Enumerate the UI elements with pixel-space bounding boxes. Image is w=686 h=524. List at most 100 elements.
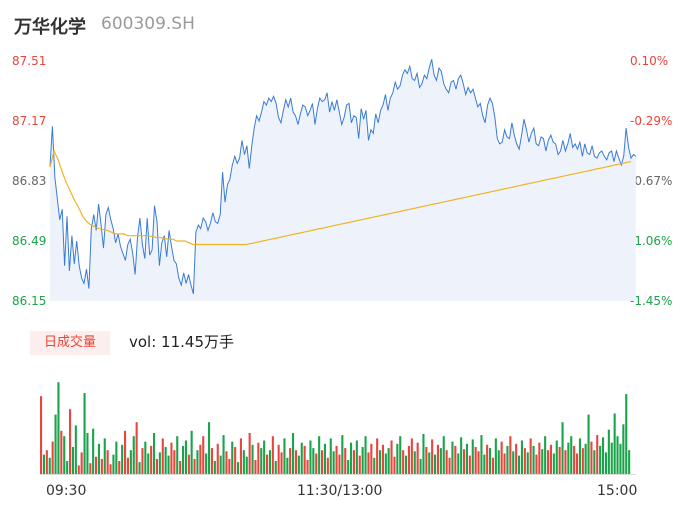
volume-bar bbox=[460, 437, 463, 474]
volume-bar bbox=[558, 447, 561, 474]
volume-bar bbox=[77, 465, 80, 474]
volume-bar bbox=[445, 450, 448, 474]
volume-bar bbox=[396, 443, 399, 474]
stock-code: 600309.SH bbox=[101, 14, 195, 34]
volume-bar bbox=[465, 443, 468, 474]
volume-bar bbox=[564, 450, 567, 474]
volume-bar bbox=[184, 440, 187, 474]
volume-bar bbox=[471, 439, 474, 474]
volume-bar bbox=[297, 455, 300, 474]
volume-bar bbox=[541, 449, 544, 474]
volume-bar bbox=[129, 450, 132, 474]
volume-bar bbox=[132, 436, 135, 474]
volume-bar bbox=[361, 447, 364, 474]
volume-bar bbox=[425, 447, 428, 474]
volume-bar bbox=[587, 414, 590, 474]
volume-bar bbox=[263, 440, 266, 474]
volume-bar bbox=[97, 443, 100, 474]
volume-bar bbox=[436, 444, 439, 474]
volume-bar bbox=[434, 454, 437, 474]
volume-bar bbox=[405, 455, 408, 474]
volume-bar bbox=[581, 448, 584, 474]
volume-bar bbox=[379, 450, 382, 474]
volume-bar bbox=[393, 456, 396, 474]
price-area bbox=[50, 59, 636, 302]
volume-bar bbox=[526, 452, 529, 474]
volume-bar bbox=[407, 445, 410, 474]
volume-bar bbox=[109, 464, 112, 474]
price-line bbox=[49, 59, 637, 295]
volume-tab[interactable]: 日成交量 bbox=[30, 331, 110, 355]
volume-bar bbox=[489, 448, 492, 474]
volume-bar bbox=[370, 443, 373, 474]
volume-bar bbox=[95, 456, 98, 474]
volume-bar bbox=[170, 442, 173, 474]
volume-bar bbox=[358, 455, 361, 474]
volume-bar bbox=[303, 445, 306, 474]
volume-bar bbox=[610, 442, 613, 474]
volume-bar bbox=[419, 458, 422, 474]
y-tick-left: 86.83 bbox=[12, 174, 46, 188]
volume-bar bbox=[80, 452, 83, 474]
volume-bar bbox=[121, 444, 124, 474]
volume-bar bbox=[196, 450, 199, 474]
volume-bar bbox=[590, 441, 593, 474]
volume-bar bbox=[274, 461, 277, 474]
volume-bar bbox=[239, 438, 242, 474]
volume-bar bbox=[573, 445, 576, 474]
y-tick-right: -1.06% bbox=[630, 234, 672, 248]
volume-bar bbox=[373, 457, 376, 474]
volume-bar bbox=[367, 452, 370, 474]
volume-bar bbox=[283, 438, 286, 474]
volume-bar bbox=[442, 436, 445, 474]
volume-bar bbox=[89, 463, 92, 474]
volume-bar bbox=[399, 436, 402, 474]
volume-bar bbox=[155, 458, 158, 474]
volume-bar bbox=[74, 425, 77, 474]
volume-bar bbox=[503, 453, 506, 474]
volume-bar bbox=[266, 454, 269, 474]
volume-bar bbox=[384, 453, 387, 474]
volume-bar bbox=[199, 444, 202, 474]
volume-bar bbox=[364, 436, 367, 474]
volume-bar bbox=[182, 445, 185, 474]
volume-bar bbox=[173, 450, 176, 474]
volume-bar bbox=[350, 442, 353, 474]
volume-bar bbox=[486, 444, 489, 474]
volume-bar bbox=[179, 461, 182, 474]
volume-bar bbox=[549, 444, 552, 474]
volume-bar bbox=[474, 447, 477, 474]
volume-bar bbox=[213, 461, 216, 474]
volume-bar bbox=[321, 450, 324, 474]
volume-bar bbox=[552, 453, 555, 474]
volume-bar bbox=[529, 438, 532, 474]
volume-bar bbox=[390, 440, 393, 474]
volume-bar bbox=[381, 444, 384, 474]
volume-bar bbox=[286, 457, 289, 474]
volume-bar bbox=[451, 441, 454, 474]
volume-bar bbox=[584, 443, 587, 474]
volume-bar bbox=[118, 461, 121, 474]
volume-bar bbox=[318, 436, 321, 474]
volume-bar bbox=[280, 452, 283, 474]
volume-bar bbox=[463, 449, 466, 474]
volume-bar bbox=[205, 453, 208, 474]
volume-bar bbox=[126, 457, 129, 474]
volume-bar bbox=[532, 445, 535, 474]
volume-bar bbox=[352, 450, 355, 474]
volume-bar bbox=[578, 438, 581, 474]
volume-bar bbox=[69, 409, 72, 474]
volume-bar bbox=[164, 447, 167, 474]
volume-bar bbox=[413, 451, 416, 474]
volume-bar bbox=[491, 457, 494, 474]
y-tick-left: 86.49 bbox=[12, 234, 46, 248]
volume-bar bbox=[410, 438, 413, 474]
volume-bar bbox=[245, 456, 248, 474]
volume-bar bbox=[567, 442, 570, 474]
volume-bar bbox=[518, 455, 521, 474]
volume-bar bbox=[332, 451, 335, 474]
volume-bar bbox=[48, 457, 51, 474]
volume-bar bbox=[92, 428, 95, 474]
volume-bar bbox=[60, 430, 63, 474]
